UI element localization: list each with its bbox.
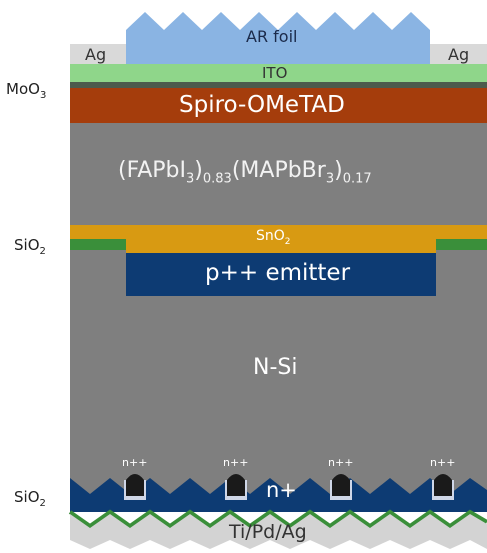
perovskite-close2: ) bbox=[334, 158, 343, 183]
sio2-top-base: SiO bbox=[14, 236, 40, 254]
n-plus-layer bbox=[70, 478, 487, 512]
sno2-layer bbox=[70, 225, 487, 239]
n-pp-finger-3 bbox=[332, 474, 350, 496]
sio2-bottom-base: SiO bbox=[14, 488, 40, 506]
bulk-layer bbox=[70, 123, 487, 509]
sno2-sub: 2 bbox=[284, 236, 291, 247]
sio2-bottom-sub: 2 bbox=[39, 498, 46, 509]
perovskite-sub2: 3 bbox=[325, 171, 335, 187]
perovskite-label: (FAPbI3)0.83(MAPbBr3)0.17 bbox=[118, 158, 372, 186]
n-pp-label-1: n++ bbox=[122, 456, 148, 469]
perovskite-fapbi: (FAPbI bbox=[118, 158, 186, 183]
ito-label: ITO bbox=[262, 64, 288, 82]
emitter-label: p++ emitter bbox=[205, 260, 351, 286]
moo3-layer bbox=[70, 82, 487, 88]
sio2-bottom-line bbox=[68, 509, 487, 529]
perovskite-sub-083: 0.83 bbox=[202, 171, 232, 187]
sio2-bottom-side-label: SiO2 bbox=[14, 488, 46, 509]
n-pp-finger-1 bbox=[126, 474, 144, 496]
nsi-label: N-Si bbox=[253, 355, 298, 380]
metal-layer bbox=[70, 514, 487, 549]
ito-layer bbox=[70, 64, 487, 82]
spiro-label: Spiro-OMeTAD bbox=[179, 92, 345, 118]
metal-label: Ti/Pd/Ag bbox=[229, 521, 307, 543]
sio2-right bbox=[436, 239, 487, 250]
ag-right-contact bbox=[430, 44, 487, 64]
sio2-left bbox=[70, 239, 126, 250]
sio2-top-side-label: SiO2 bbox=[14, 236, 46, 257]
spiro-layer bbox=[70, 88, 487, 123]
n-pp-label-3: n++ bbox=[328, 456, 354, 469]
n-pp-label-2: n++ bbox=[223, 456, 249, 469]
sno2-label: SnO2 bbox=[256, 228, 291, 247]
sno2-base: SnO bbox=[256, 228, 285, 244]
ar-foil-layer bbox=[126, 12, 430, 64]
perovskite-sub-017: 0.17 bbox=[342, 171, 372, 187]
sno2-step bbox=[126, 239, 436, 253]
perovskite-close1: ) bbox=[194, 158, 203, 183]
moo3-sub: 3 bbox=[39, 90, 47, 101]
sio2-top-sub: 2 bbox=[39, 246, 46, 257]
n-pp-label-4: n++ bbox=[430, 456, 456, 469]
moo3-base: MoO bbox=[6, 80, 40, 98]
ar-foil-label: AR foil bbox=[246, 27, 298, 46]
n-pp-finger-4 bbox=[434, 474, 452, 496]
moo3-side-label: MoO3 bbox=[6, 80, 46, 101]
ag-left-contact bbox=[70, 44, 127, 64]
n-pp-finger-2 bbox=[227, 474, 245, 496]
ag-left-label: Ag bbox=[85, 45, 107, 64]
n-pp-contacts bbox=[124, 474, 454, 500]
perovskite-mapbbr: (MAPbBr bbox=[231, 158, 326, 183]
n-plus-label: n+ bbox=[266, 478, 297, 502]
emitter-layer bbox=[126, 253, 436, 296]
perovskite-sub1: 3 bbox=[186, 171, 195, 187]
ag-right-label: Ag bbox=[448, 45, 470, 64]
